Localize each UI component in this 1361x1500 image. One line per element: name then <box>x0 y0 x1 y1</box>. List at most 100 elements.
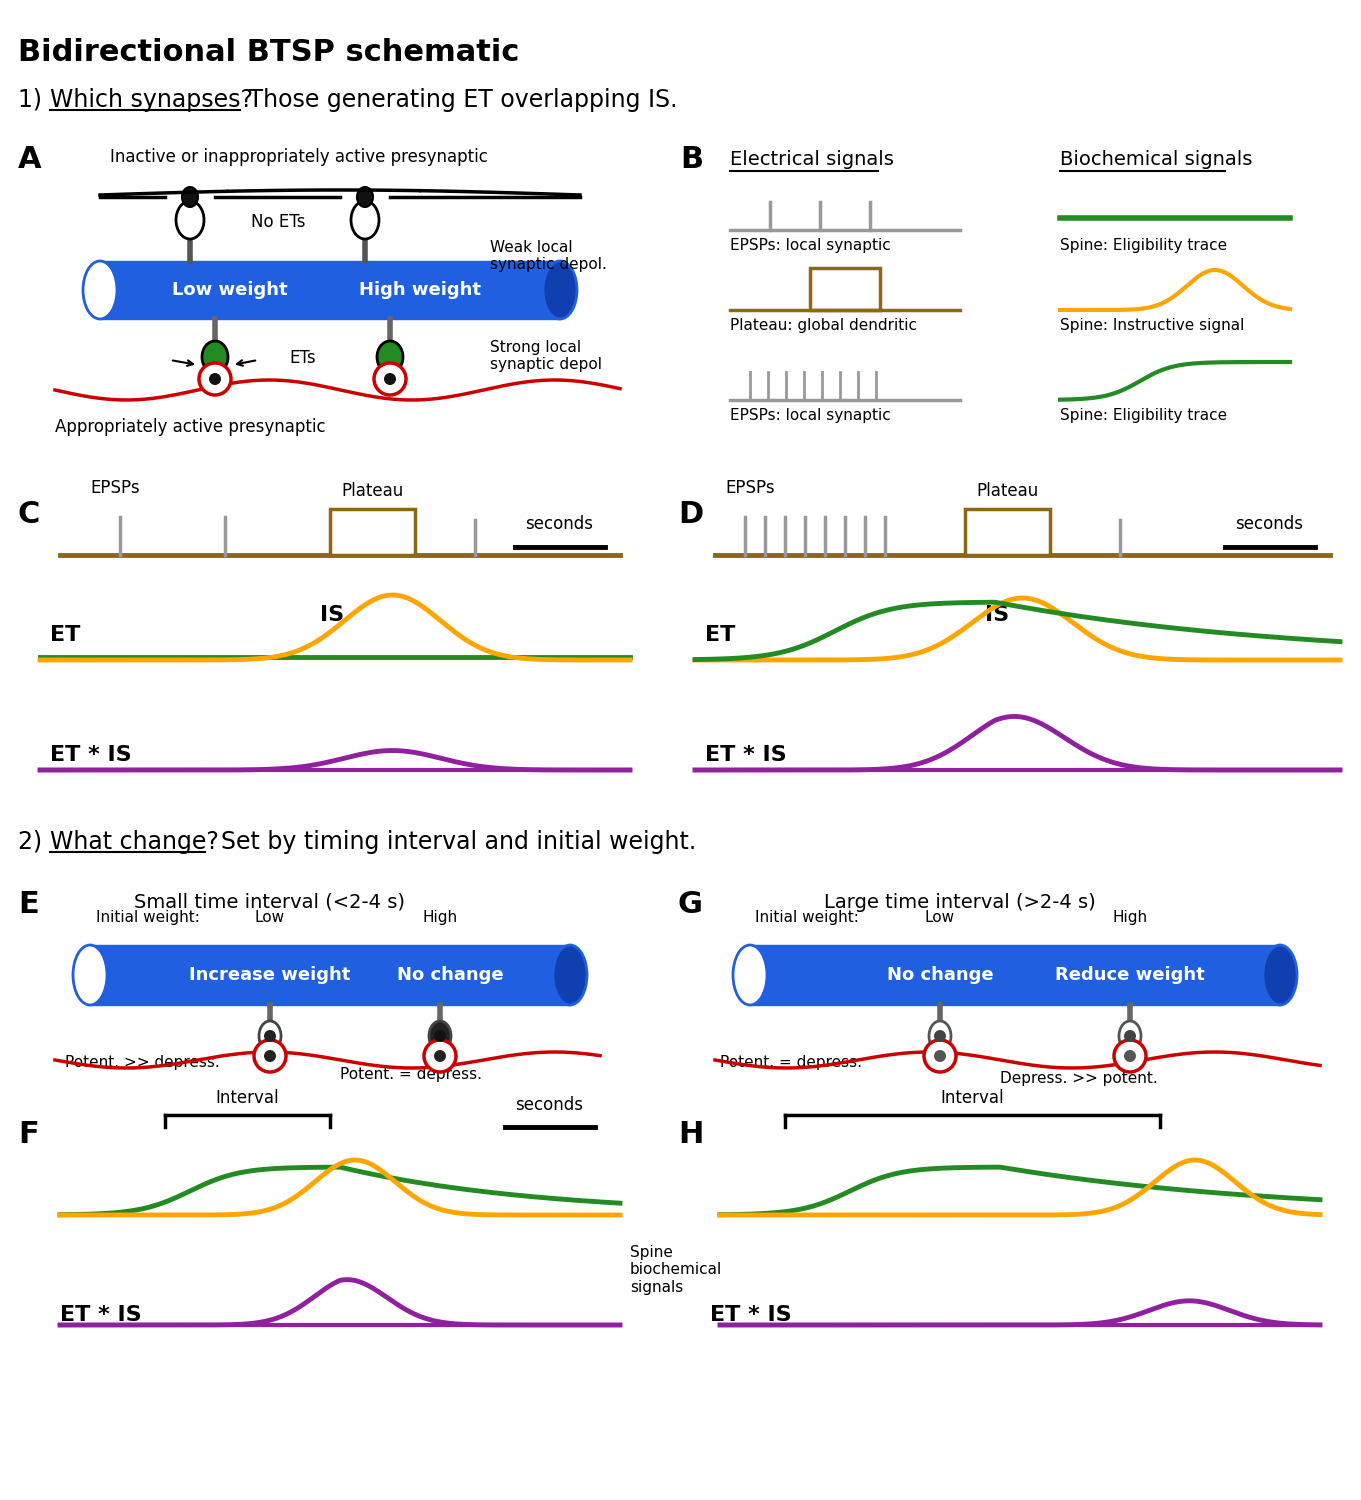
Text: Large time interval (>2-4 s): Large time interval (>2-4 s) <box>825 892 1096 912</box>
Text: No change: No change <box>886 966 994 984</box>
Text: Potent. = depress.: Potent. = depress. <box>720 1054 862 1070</box>
Text: Spine
biochemical
signals: Spine biochemical signals <box>630 1245 723 1294</box>
Ellipse shape <box>930 1022 951 1052</box>
Ellipse shape <box>1263 945 1297 1005</box>
Ellipse shape <box>201 340 229 374</box>
Circle shape <box>374 363 406 394</box>
Text: Weak local
synaptic depol.: Weak local synaptic depol. <box>490 240 607 273</box>
Text: Spine: Eligibility trace: Spine: Eligibility trace <box>1060 238 1228 254</box>
Text: Plateau: global dendritic: Plateau: global dendritic <box>729 318 917 333</box>
Circle shape <box>1124 1030 1136 1042</box>
Ellipse shape <box>1119 1022 1141 1052</box>
Bar <box>329 509 415 555</box>
Ellipse shape <box>73 945 108 1005</box>
Ellipse shape <box>259 1022 280 1052</box>
Text: IS: IS <box>985 604 1009 625</box>
Ellipse shape <box>734 945 768 1005</box>
Text: Electrical signals: Electrical signals <box>729 150 894 170</box>
Ellipse shape <box>553 945 587 1005</box>
Ellipse shape <box>176 201 204 238</box>
Text: EPSPs: local synaptic: EPSPs: local synaptic <box>729 238 890 254</box>
Text: No change: No change <box>396 966 504 984</box>
Circle shape <box>1124 1050 1136 1062</box>
Text: ET * IS: ET * IS <box>710 1305 792 1324</box>
Circle shape <box>210 374 220 386</box>
Circle shape <box>255 1040 286 1072</box>
Text: Spine: Eligibility trace: Spine: Eligibility trace <box>1060 408 1228 423</box>
Text: EPSPs: EPSPs <box>725 478 774 496</box>
Text: Biochemical signals: Biochemical signals <box>1060 150 1252 170</box>
Ellipse shape <box>377 340 403 374</box>
Text: B: B <box>680 146 704 174</box>
Text: ET * IS: ET * IS <box>705 746 787 765</box>
Text: High weight: High weight <box>359 280 480 298</box>
Bar <box>750 945 1279 1005</box>
Text: 1): 1) <box>18 88 49 112</box>
Text: D: D <box>678 500 704 530</box>
Bar <box>99 261 559 320</box>
Circle shape <box>934 1030 946 1042</box>
Text: Potent. = depress.: Potent. = depress. <box>340 1068 482 1083</box>
Text: ET * IS: ET * IS <box>50 746 132 765</box>
Ellipse shape <box>357 188 373 207</box>
Text: Those generating ET overlapping IS.: Those generating ET overlapping IS. <box>241 88 678 112</box>
Text: IS: IS <box>320 604 344 625</box>
Text: EPSPs: EPSPs <box>90 478 140 496</box>
Text: A: A <box>18 146 42 174</box>
Circle shape <box>434 1050 446 1062</box>
Text: Strong local
synaptic depol: Strong local synaptic depol <box>490 340 602 372</box>
Text: Initial weight:: Initial weight: <box>97 910 200 926</box>
Text: E: E <box>18 890 38 920</box>
Text: H: H <box>678 1120 704 1149</box>
Text: ET * IS: ET * IS <box>60 1305 142 1324</box>
Text: High: High <box>1112 910 1147 926</box>
Text: ETs: ETs <box>290 350 316 368</box>
Text: C: C <box>18 500 41 530</box>
Ellipse shape <box>543 261 577 320</box>
Ellipse shape <box>429 1022 450 1052</box>
Bar <box>965 509 1049 555</box>
Text: Which synapses?: Which synapses? <box>50 88 253 112</box>
Text: G: G <box>678 890 704 920</box>
Text: Increase weight: Increase weight <box>189 966 351 984</box>
Circle shape <box>434 1030 446 1042</box>
Circle shape <box>425 1040 456 1072</box>
Text: No ETs: No ETs <box>250 213 305 231</box>
Text: 2): 2) <box>18 830 49 854</box>
Circle shape <box>264 1030 276 1042</box>
Circle shape <box>264 1050 276 1062</box>
Bar <box>90 945 570 1005</box>
Text: Small time interval (<2-4 s): Small time interval (<2-4 s) <box>135 892 406 912</box>
Text: Low: Low <box>925 910 955 926</box>
Text: Potent. >> depress.: Potent. >> depress. <box>65 1054 219 1070</box>
Text: Interval: Interval <box>940 1089 1004 1107</box>
Text: High: High <box>422 910 457 926</box>
Text: Interval: Interval <box>215 1089 279 1107</box>
Ellipse shape <box>83 261 117 320</box>
Text: What change?: What change? <box>50 830 219 854</box>
Text: Inactive or inappropriately active presynaptic: Inactive or inappropriately active presy… <box>110 148 487 166</box>
Ellipse shape <box>182 188 197 207</box>
Text: ET: ET <box>705 626 735 645</box>
Circle shape <box>924 1040 955 1072</box>
Text: Plateau: Plateau <box>976 482 1038 500</box>
Text: seconds: seconds <box>525 514 593 532</box>
Circle shape <box>199 363 231 394</box>
Text: Set by timing interval and initial weight.: Set by timing interval and initial weigh… <box>206 830 697 854</box>
Text: Spine: Instructive signal: Spine: Instructive signal <box>1060 318 1244 333</box>
Circle shape <box>934 1050 946 1062</box>
Text: Low weight: Low weight <box>173 280 287 298</box>
Text: Depress. >> potent.: Depress. >> potent. <box>1000 1071 1158 1086</box>
Text: F: F <box>18 1120 38 1149</box>
Circle shape <box>1115 1040 1146 1072</box>
Circle shape <box>384 374 396 386</box>
Text: EPSPs: local synaptic: EPSPs: local synaptic <box>729 408 890 423</box>
Text: Plateau: Plateau <box>342 482 404 500</box>
Text: Bidirectional BTSP schematic: Bidirectional BTSP schematic <box>18 38 520 68</box>
Ellipse shape <box>351 201 378 238</box>
Text: seconds: seconds <box>514 1096 583 1114</box>
Text: Reduce weight: Reduce weight <box>1055 966 1204 984</box>
Text: ET: ET <box>50 626 80 645</box>
Bar <box>810 268 881 310</box>
Text: seconds: seconds <box>1234 514 1302 532</box>
